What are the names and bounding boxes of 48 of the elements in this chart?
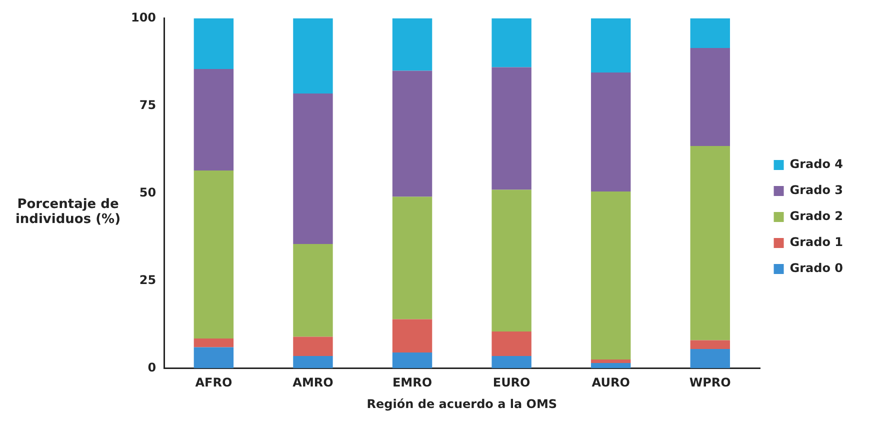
legend-label: Grado 2 bbox=[790, 209, 844, 224]
bar bbox=[194, 347, 234, 368]
x-tick-label: EURO bbox=[492, 376, 530, 390]
y-axis-title: Porcentaje de individuos (%) bbox=[14, 197, 122, 227]
legend-label: Grado 4 bbox=[790, 157, 844, 172]
y-tick-label: 0 bbox=[148, 360, 156, 374]
bar bbox=[293, 244, 333, 337]
y-tick-label: 100 bbox=[130, 10, 156, 24]
bar bbox=[590, 191, 631, 360]
y-tick-label: 25 bbox=[139, 272, 156, 287]
x-tick-label: EMRO bbox=[392, 376, 432, 390]
x-tick-label: AURO bbox=[592, 376, 630, 390]
bar bbox=[194, 338, 234, 348]
legend-label: Grado 1 bbox=[790, 235, 844, 250]
bar bbox=[690, 348, 730, 368]
y-tick-label: 75 bbox=[139, 98, 156, 112]
bar bbox=[590, 72, 631, 192]
x-tick-label: AFRO bbox=[195, 376, 232, 390]
x-axis-title: Región de acuerdo a la OMS bbox=[366, 396, 558, 411]
bar bbox=[392, 352, 432, 368]
x-tick-label: AMRO bbox=[292, 376, 334, 390]
bar bbox=[293, 93, 333, 244]
bar bbox=[293, 18, 333, 94]
bar bbox=[492, 331, 532, 356]
bar bbox=[590, 18, 631, 72]
bar bbox=[690, 48, 730, 146]
x-tick-label: WPRO bbox=[689, 376, 731, 390]
y-tick-label: 50 bbox=[139, 185, 156, 200]
bar bbox=[293, 336, 333, 356]
bar bbox=[590, 359, 631, 363]
bar bbox=[392, 196, 432, 320]
bar bbox=[690, 146, 730, 340]
bar bbox=[293, 356, 333, 368]
bar bbox=[492, 18, 532, 68]
bar bbox=[392, 319, 432, 352]
bar bbox=[492, 190, 532, 332]
legend-label: Grado 0 bbox=[790, 261, 844, 276]
bar bbox=[194, 170, 234, 338]
bar bbox=[690, 18, 730, 48]
bar bbox=[492, 356, 532, 368]
bar bbox=[690, 340, 730, 349]
bar bbox=[590, 362, 631, 368]
bar bbox=[194, 68, 234, 170]
legend-label: Grado 3 bbox=[790, 183, 844, 198]
bar bbox=[392, 70, 432, 197]
bar bbox=[392, 18, 432, 71]
bar bbox=[492, 67, 532, 190]
bar bbox=[194, 18, 234, 69]
